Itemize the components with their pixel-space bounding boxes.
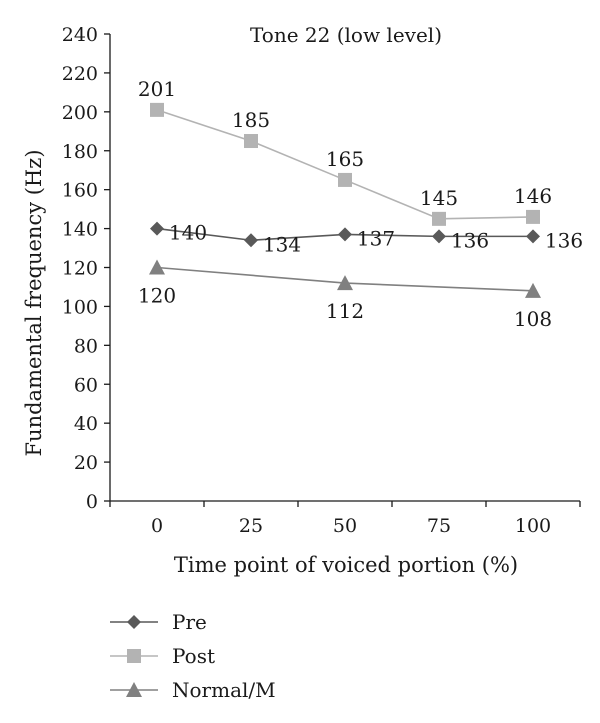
legend-label: Pre — [172, 610, 207, 634]
series-layer: 140 134 137 136 136 201 185 165 145 146 120 112 108 — [138, 77, 583, 331]
data-point — [525, 282, 541, 298]
data-label: 140 — [169, 221, 207, 245]
y-tick-label: 20 — [74, 452, 98, 474]
legend-item: Normal/M — [110, 678, 276, 702]
data-point — [338, 172, 352, 187]
axes: 0 20 40 60 80 100 120 140 160 180 200 220 240 0 25 50 75… — [62, 24, 581, 537]
data-point — [244, 134, 258, 149]
series-post: 201 185 165 145 146 — [138, 77, 552, 226]
data-point — [432, 211, 446, 226]
data-point — [150, 221, 164, 236]
data-point — [338, 227, 352, 242]
x-tick-label: 75 — [427, 515, 451, 537]
data-point — [150, 102, 164, 117]
data-label: 134 — [263, 232, 301, 256]
data-label: 201 — [138, 77, 176, 101]
data-label: 185 — [232, 108, 270, 132]
legend-marker — [126, 682, 142, 697]
data-label: 165 — [326, 147, 364, 171]
data-point — [244, 233, 258, 248]
y-axis-label: Fundamental frequency (Hz) — [22, 149, 46, 456]
y-tick-label: 0 — [86, 491, 98, 513]
legend-label: Post — [172, 644, 215, 668]
legend-marker — [127, 649, 141, 663]
x-tick-label: 100 — [515, 515, 551, 537]
data-point — [432, 229, 446, 244]
y-tick-label: 160 — [62, 180, 98, 202]
legend-marker — [127, 615, 141, 629]
y-tick-label: 180 — [62, 141, 98, 163]
data-label: 112 — [326, 299, 364, 323]
legend-item: Pre — [110, 610, 207, 634]
y-tick-label: 240 — [62, 24, 98, 46]
data-label: 136 — [451, 228, 489, 252]
data-label: 108 — [514, 307, 552, 331]
data-point — [526, 229, 540, 244]
legend-label: Normal/M — [172, 678, 276, 702]
legend: Pre Post Normal/M — [110, 610, 276, 702]
chart-title: Tone 22 (low level) — [250, 23, 442, 47]
data-label: 120 — [138, 284, 176, 308]
y-tick-label: 140 — [62, 219, 98, 241]
x-tick-label: 50 — [333, 515, 357, 537]
y-tick-label: 200 — [62, 102, 98, 124]
data-point — [149, 259, 165, 275]
data-label: 146 — [514, 184, 552, 208]
legend-item: Post — [110, 644, 215, 668]
x-axis-label: Time point of voiced portion (%) — [174, 553, 518, 577]
y-tick-label: 100 — [62, 296, 98, 318]
y-tick-label: 80 — [74, 335, 98, 357]
x-tick-label: 0 — [151, 515, 163, 537]
x-tick-label: 25 — [239, 515, 263, 537]
data-point — [337, 275, 353, 291]
y-tick-label: 120 — [62, 258, 98, 280]
series-normal-m: 120 112 108 — [138, 259, 552, 331]
data-point — [526, 209, 540, 224]
data-label: 136 — [545, 228, 583, 252]
y-tick-label: 220 — [62, 63, 98, 85]
y-tick-label: 60 — [74, 374, 98, 396]
series-pre: 140 134 137 136 136 — [150, 221, 583, 256]
data-label: 145 — [420, 186, 458, 210]
y-tick-label: 40 — [74, 413, 98, 435]
data-label: 137 — [357, 226, 395, 250]
